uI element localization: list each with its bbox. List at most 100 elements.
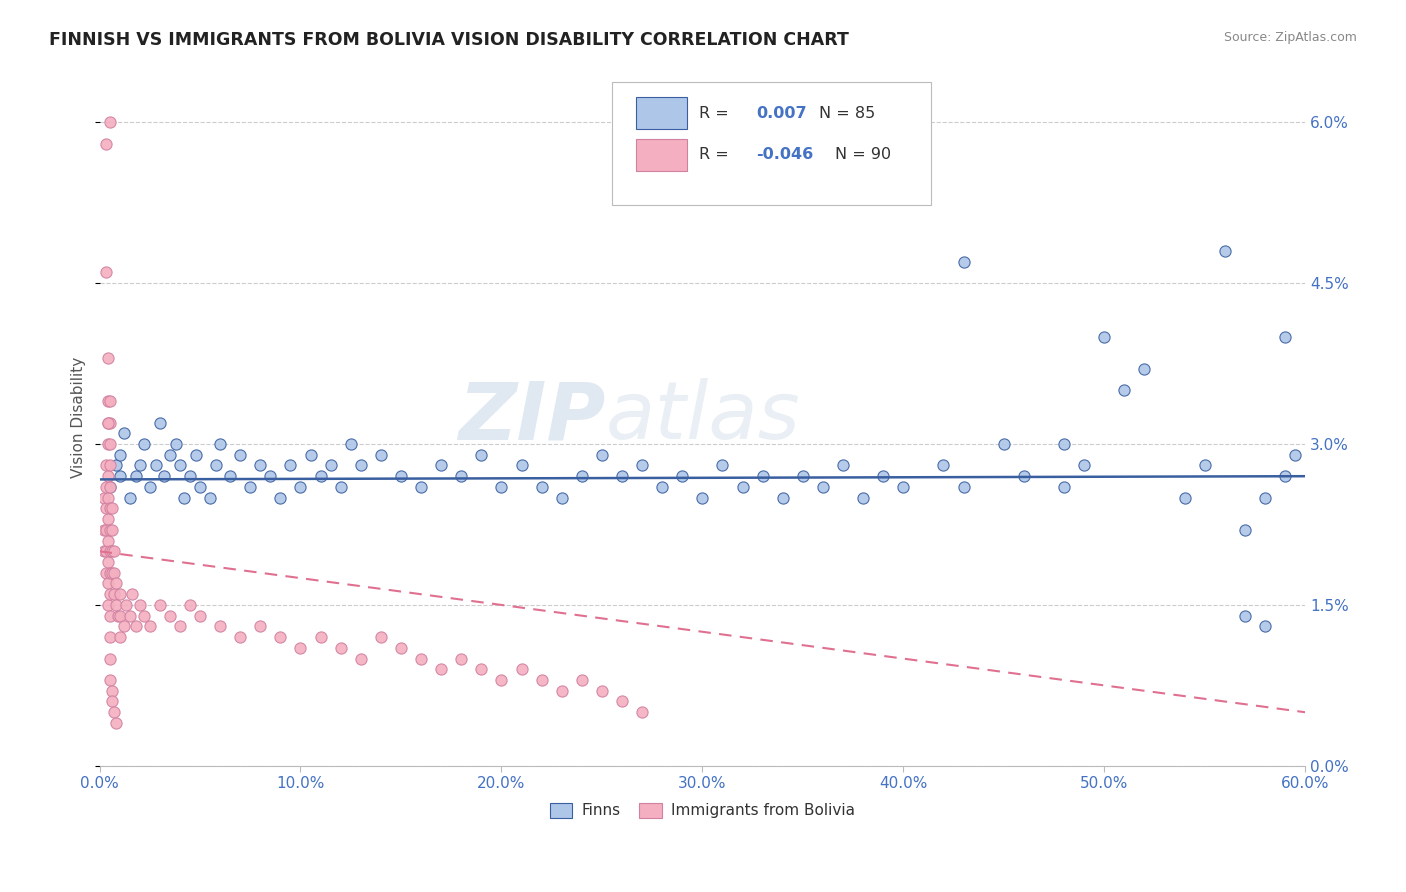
- Point: [98, 544, 121, 558]
- Point: [100, 694, 122, 708]
- Point: [169, 619, 191, 633]
- Point: [188, 480, 211, 494]
- Point: [1114, 384, 1136, 398]
- Point: [98, 458, 121, 473]
- Point: [811, 480, 834, 494]
- Point: [179, 469, 201, 483]
- Point: [350, 651, 373, 665]
- Point: [97, 533, 120, 548]
- Point: [118, 608, 141, 623]
- Point: [450, 469, 472, 483]
- Point: [891, 480, 914, 494]
- Point: [299, 448, 322, 462]
- Point: [430, 458, 453, 473]
- Point: [108, 587, 131, 601]
- Point: [510, 662, 533, 676]
- Text: atlas: atlas: [606, 378, 800, 456]
- Point: [993, 437, 1015, 451]
- Point: [97, 555, 120, 569]
- Point: [169, 458, 191, 473]
- Point: [711, 458, 734, 473]
- Y-axis label: Vision Disability: Vision Disability: [72, 357, 86, 478]
- Point: [631, 458, 654, 473]
- Point: [159, 448, 181, 462]
- Point: [125, 469, 148, 483]
- Point: [97, 416, 120, 430]
- Point: [97, 491, 120, 505]
- Point: [932, 458, 955, 473]
- Point: [94, 566, 117, 580]
- Point: [290, 480, 312, 494]
- Point: [309, 630, 332, 644]
- Point: [792, 469, 814, 483]
- Point: [610, 694, 633, 708]
- Point: [872, 469, 894, 483]
- Point: [153, 469, 176, 483]
- Point: [1254, 491, 1277, 505]
- Point: [98, 587, 121, 601]
- Point: [430, 662, 453, 676]
- Point: [329, 640, 352, 655]
- Point: [104, 715, 127, 730]
- Point: [98, 501, 121, 516]
- Point: [139, 619, 162, 633]
- Point: [103, 705, 125, 719]
- Point: [219, 469, 242, 483]
- Point: [1053, 480, 1076, 494]
- Point: [329, 480, 352, 494]
- Point: [249, 619, 271, 633]
- Point: [530, 673, 553, 687]
- Point: [239, 480, 262, 494]
- Point: [108, 608, 131, 623]
- Point: [550, 491, 572, 505]
- Point: [103, 544, 125, 558]
- Point: [173, 491, 195, 505]
- Text: Source: ZipAtlas.com: Source: ZipAtlas.com: [1223, 31, 1357, 45]
- Point: [1284, 448, 1306, 462]
- Point: [952, 480, 974, 494]
- Point: [94, 544, 117, 558]
- Point: [591, 448, 613, 462]
- Point: [104, 598, 127, 612]
- Point: [1254, 619, 1277, 633]
- Point: [121, 587, 143, 601]
- Point: [94, 523, 117, 537]
- Point: [772, 491, 794, 505]
- Point: [132, 608, 155, 623]
- FancyBboxPatch shape: [636, 139, 686, 171]
- Point: [112, 426, 135, 441]
- Point: [1173, 491, 1195, 505]
- Point: [731, 480, 754, 494]
- Point: [671, 469, 693, 483]
- Point: [852, 491, 875, 505]
- Point: [1213, 244, 1236, 258]
- Point: [952, 254, 974, 268]
- Point: [269, 630, 291, 644]
- Point: [104, 458, 127, 473]
- Point: [98, 651, 121, 665]
- Point: [103, 587, 125, 601]
- Point: [530, 480, 553, 494]
- Point: [1133, 362, 1156, 376]
- Point: [591, 683, 613, 698]
- Point: [98, 115, 121, 129]
- Legend: Finns, Immigrants from Bolivia: Finns, Immigrants from Bolivia: [543, 797, 862, 824]
- Point: [409, 480, 432, 494]
- Point: [108, 630, 131, 644]
- Point: [491, 480, 513, 494]
- Point: [229, 630, 252, 644]
- Point: [139, 480, 162, 494]
- Point: [103, 566, 125, 580]
- Point: [128, 598, 150, 612]
- Point: [631, 705, 654, 719]
- Point: [651, 480, 673, 494]
- Point: [100, 501, 122, 516]
- Point: [128, 458, 150, 473]
- Point: [1053, 437, 1076, 451]
- Point: [100, 683, 122, 698]
- Point: [104, 576, 127, 591]
- Text: ZIP: ZIP: [458, 378, 606, 456]
- Point: [149, 598, 172, 612]
- Text: 0.007: 0.007: [756, 105, 807, 120]
- Point: [209, 437, 232, 451]
